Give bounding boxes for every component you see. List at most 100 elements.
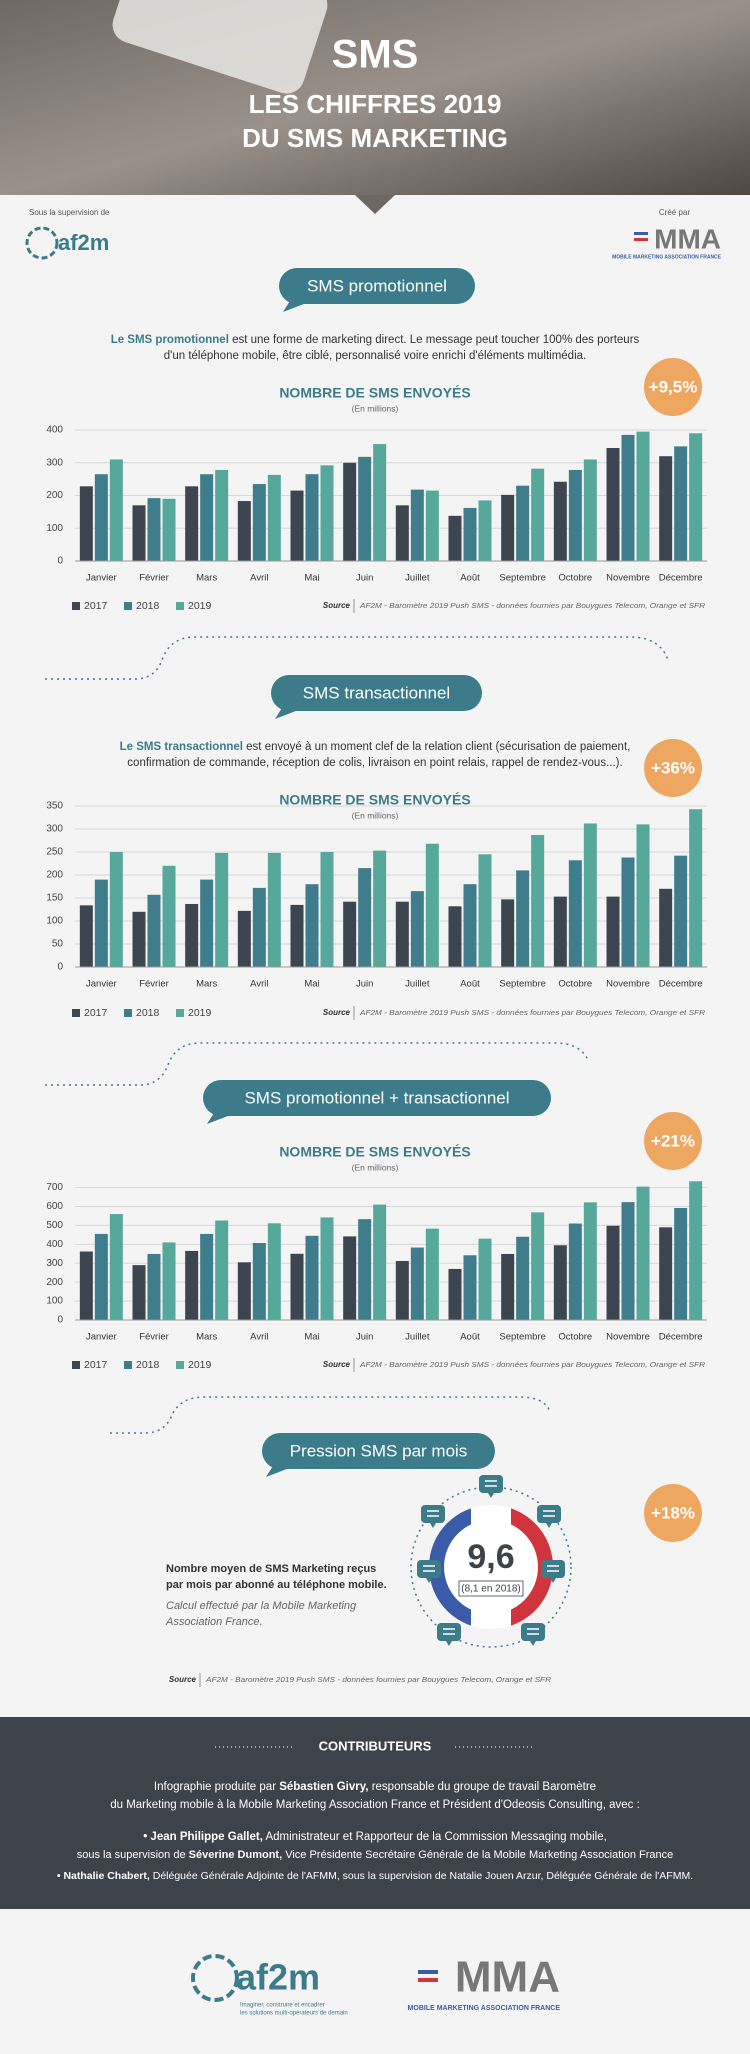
bar: [478, 500, 492, 561]
bar: [636, 431, 650, 561]
text-segment: Administrateur et Rapporteur de la Commi…: [263, 1831, 607, 1843]
chat-lines: [427, 1510, 439, 1517]
contributors-band: [0, 1717, 750, 1909]
chart-subtitle: (En millions): [352, 810, 399, 820]
text-line: • Nathalie Chabert, Déléguée Générale Ad…: [57, 1870, 693, 1882]
bar: [583, 823, 597, 967]
text-segment: du Marketing mobile à la Mobile Marketin…: [110, 1799, 640, 1811]
bar: [448, 906, 462, 967]
chat-lines: [485, 1480, 497, 1487]
chat-bubble: [417, 1560, 441, 1578]
footer-logo: af2m: [236, 1957, 320, 1998]
bar: [621, 857, 635, 967]
legend-swatch: [72, 602, 80, 610]
pill-label: Pression SMS par mois: [290, 1441, 468, 1460]
y-tick-label: 100: [46, 1296, 63, 1307]
y-tick-label: 200: [46, 1277, 63, 1288]
partner-tagline: MOBILE MARKETING ASSOCIATION FRANCE: [612, 254, 722, 260]
bar: [305, 884, 319, 967]
bar: [553, 896, 567, 967]
pression-text: par mois par abonné au téléphone mobile.: [166, 1579, 387, 1591]
bar: [200, 1233, 214, 1320]
chat-lines: [547, 1565, 559, 1572]
bar: [132, 505, 146, 561]
x-tick-label: Avril: [250, 1332, 268, 1343]
text-segment: Sébastien Givry,: [279, 1781, 368, 1793]
y-tick-label: 200: [46, 870, 63, 881]
y-tick-label: 400: [46, 425, 63, 436]
y-tick-label: 500: [46, 1220, 63, 1231]
x-tick-label: Juin: [356, 979, 373, 990]
bar: [267, 852, 281, 967]
bar: [132, 1265, 146, 1320]
footer-logo: MMA: [455, 1953, 560, 2002]
bar: [147, 1253, 161, 1320]
bar: [553, 1245, 567, 1320]
previous-box: [458, 1580, 524, 1597]
text-line: du Marketing mobile à la Mobile Marketin…: [110, 1799, 640, 1811]
legend-swatch: [124, 602, 132, 610]
pression-value: 9,6: [467, 1538, 514, 1576]
bar: [689, 433, 703, 561]
x-tick-label: Février: [139, 979, 169, 990]
chat-bubble-tail: [488, 1493, 494, 1498]
x-tick-label: Juillet: [405, 1332, 430, 1343]
bar: [320, 852, 334, 967]
pill: [279, 268, 475, 304]
source-label: Source: [323, 1008, 351, 1017]
bar: [109, 852, 123, 967]
source-label: Source: [169, 1675, 197, 1684]
y-tick-label: 350: [46, 801, 63, 812]
pill-label: SMS promotionnel: [307, 276, 447, 295]
bar: [252, 484, 266, 561]
x-tick-label: Décembre: [659, 573, 703, 584]
x-tick-label: Septembre: [499, 573, 545, 584]
bar: [343, 901, 357, 967]
legend-label: 2018: [136, 1007, 160, 1019]
bar: [395, 1260, 409, 1320]
bar: [410, 891, 424, 967]
x-tick-label: Août: [460, 573, 480, 584]
chat-bubble-tail: [430, 1523, 436, 1528]
logo-stripe: [418, 1978, 438, 1982]
bar: [659, 1227, 673, 1320]
x-tick-label: Janvier: [86, 979, 117, 990]
footer-tagline: les solutions multi-opérateurs de demain: [240, 2011, 348, 2017]
bar: [343, 462, 357, 561]
source-text: AF2M - Baromètre 2019 Push SMS - données…: [359, 1360, 706, 1369]
x-tick-label: Janvier: [86, 573, 117, 584]
bar: [290, 904, 304, 967]
bar: [674, 1208, 688, 1320]
bar: [501, 899, 515, 967]
bar: [200, 879, 214, 967]
text-segment: Séverine Dumont,: [189, 1849, 283, 1861]
x-tick-label: Mars: [196, 573, 217, 584]
text-line: Le SMS transactionnel est envoyé à un mo…: [120, 741, 631, 753]
text-segment: • Jean Philippe Gallet,: [143, 1831, 263, 1843]
text-segment: Vice Présidente Secrétaire Générale de l…: [282, 1849, 673, 1861]
legend-swatch: [72, 1361, 80, 1369]
bar: [215, 852, 229, 967]
text-line: • Jean Philippe Gallet, Administrateur e…: [143, 1831, 607, 1843]
x-tick-label: Novembre: [606, 573, 650, 584]
bar: [252, 887, 266, 967]
bar: [109, 1214, 123, 1320]
logo-stripe: [634, 238, 648, 241]
text-line: sous la supervision de Séverine Dumont, …: [77, 1849, 674, 1861]
y-tick-label: 150: [46, 893, 63, 904]
chat-bubble: [479, 1475, 503, 1493]
bar: [185, 903, 199, 967]
bar: [94, 1233, 108, 1320]
bar: [531, 468, 545, 561]
x-tick-label: Novembre: [606, 1332, 650, 1343]
badge: [644, 358, 702, 416]
bar: [659, 888, 673, 967]
bar: [606, 1225, 620, 1320]
bar: [425, 843, 439, 967]
footer-tagline: Imaginer, construire et encadrer: [240, 2003, 325, 2009]
bar: [305, 1235, 319, 1320]
legend-label: 2019: [188, 1359, 212, 1371]
source-label: Source: [323, 601, 351, 610]
bar: [395, 901, 409, 967]
